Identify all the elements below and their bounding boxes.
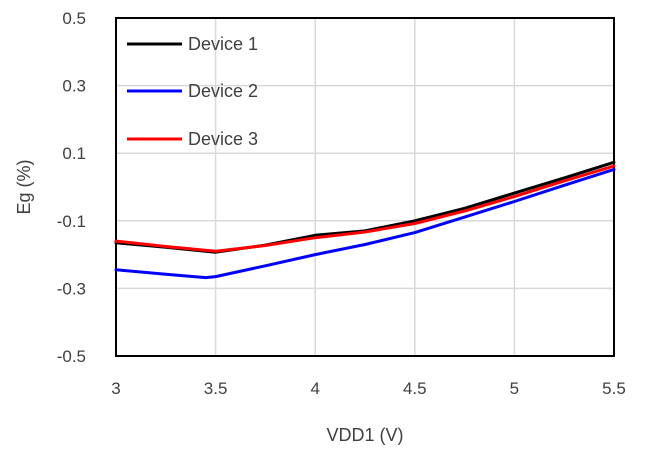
y-tick-label: -0.1 [57, 212, 86, 231]
x-tick-label: 5 [510, 379, 519, 398]
y-tick-label: -0.5 [57, 347, 86, 366]
x-tick-label: 3 [111, 379, 120, 398]
y-tick-label: 0.1 [62, 144, 86, 163]
legend-label-3: Device 3 [188, 129, 258, 149]
x-axis-label: VDD1 (V) [326, 425, 403, 445]
y-axis-label: Eg (%) [14, 159, 34, 214]
y-tick-label: 0.3 [62, 77, 86, 96]
legend-label-2: Device 2 [188, 81, 258, 101]
y-tick-label: 0.5 [62, 9, 86, 28]
tick-labels: 3 3.5 4 4.5 5 5.5 0.5 0.3 0.1 -0.1 -0.3 -0.5 [57, 9, 626, 398]
series-lines [114, 160, 616, 280]
x-tick-label: 3.5 [204, 379, 228, 398]
legend-label-1: Device 1 [188, 34, 258, 54]
series-line-2 [114, 167, 616, 280]
series-line-1 [114, 160, 616, 254]
legend: Device 1 Device 2 Device 3 [127, 34, 258, 149]
x-tick-label: 4.5 [403, 379, 427, 398]
x-tick-label: 4 [310, 379, 319, 398]
x-tick-label: 5.5 [602, 379, 626, 398]
plot-area-border [115, 17, 615, 357]
y-tick-label: -0.3 [57, 279, 86, 298]
series-line-3 [114, 164, 616, 253]
